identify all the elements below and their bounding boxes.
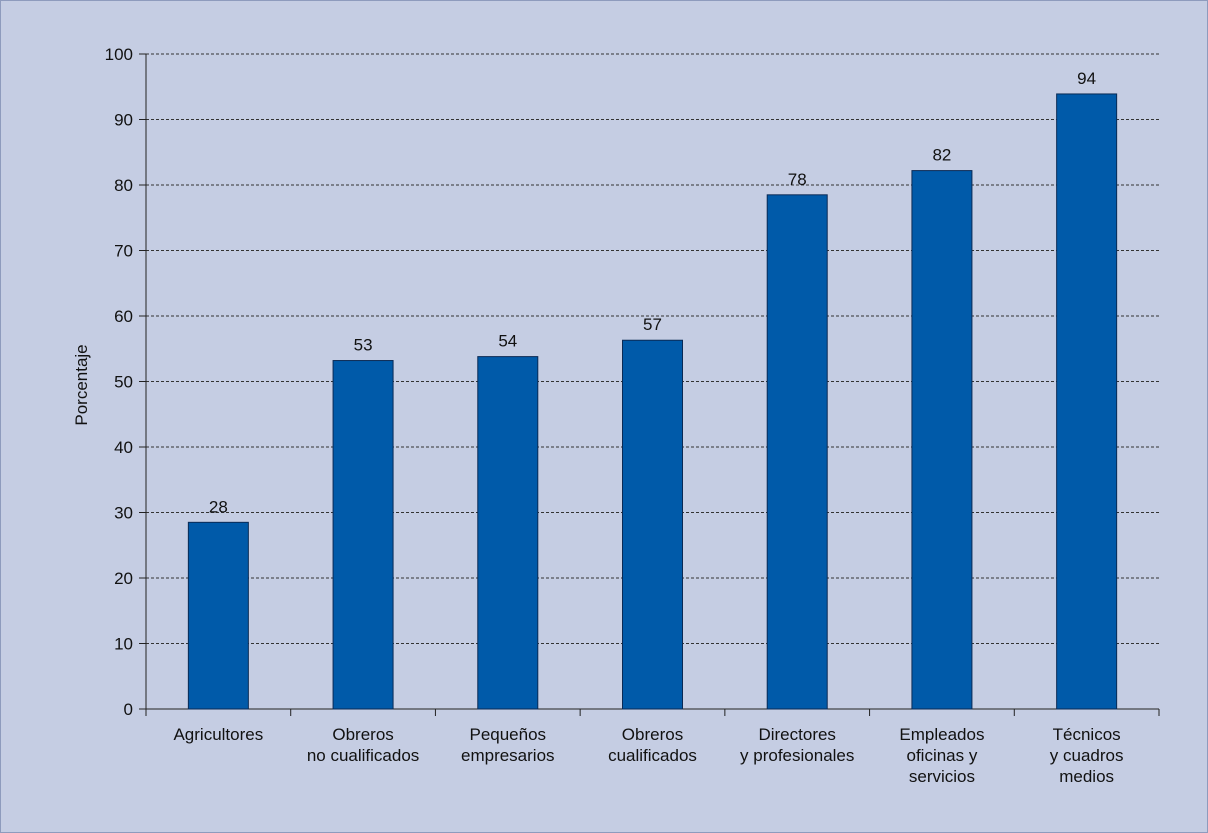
bar [766, 194, 828, 710]
bar [1056, 93, 1118, 710]
bar [332, 360, 394, 710]
y-tick-label: 0 [124, 700, 133, 719]
y-tick-label: 90 [114, 111, 133, 130]
bar-value-label: 57 [643, 315, 662, 334]
x-category-label: Pequeños empresarios [461, 725, 555, 765]
x-category-label: Obreros cualificados [608, 725, 697, 765]
y-tick-label: 70 [114, 242, 133, 261]
y-axis-label: Porcentaje [72, 344, 91, 425]
bar-value-label: 28 [209, 497, 228, 516]
y-tick-label: 30 [114, 504, 133, 523]
data-labels: 28 53 54 57 78 82 94 [209, 69, 1096, 516]
y-tick-labels: 0 10 20 30 40 50 60 70 80 90 100 [105, 45, 133, 719]
y-tick-label: 20 [114, 569, 133, 588]
x-category-labels: Agricultores Obreros no cualificados Pequeñ… [173, 725, 1123, 786]
bar-value-label: 94 [1077, 69, 1096, 88]
y-tick-label: 10 [114, 635, 133, 654]
bar-value-label: 78 [788, 170, 807, 189]
bar [911, 170, 973, 710]
bar [622, 339, 683, 710]
x-category-label: Directores y profesionales [740, 725, 854, 765]
bar [187, 521, 249, 710]
x-category-label: Técnicos y cuadros medios [1050, 725, 1124, 786]
bar-value-label: 82 [932, 146, 951, 165]
bar [477, 356, 539, 710]
bar-value-label: 53 [354, 336, 373, 355]
x-category-label: Obreros no cualificados [307, 725, 419, 765]
bars [187, 93, 1118, 710]
x-category-label: Empleados oficinas y servicios [899, 725, 984, 786]
y-tick-label: 40 [114, 438, 133, 457]
y-tick-label: 60 [114, 307, 133, 326]
y-tick-label: 100 [105, 45, 133, 64]
x-category-label: Agricultores [173, 725, 263, 744]
y-tick-label: 80 [114, 176, 133, 195]
y-tick-label: 50 [114, 373, 133, 392]
bar-value-label: 54 [498, 332, 517, 351]
